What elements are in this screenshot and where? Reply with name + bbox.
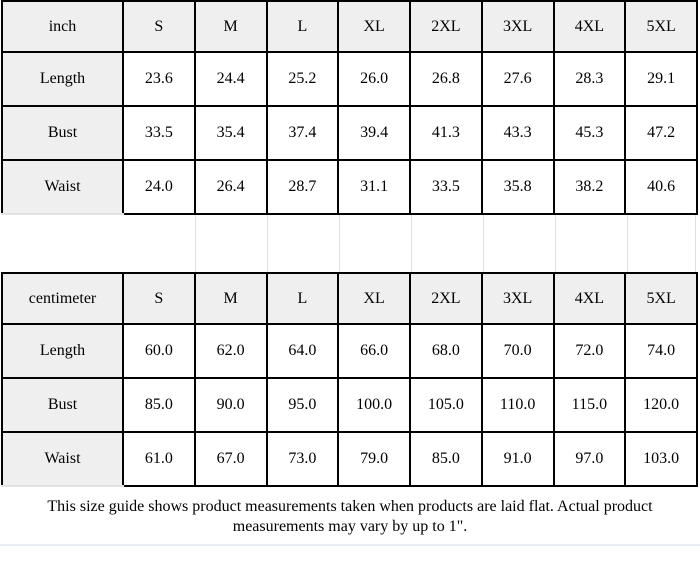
value-cell: 74.0 xyxy=(624,323,698,379)
value-cell: 67.0 xyxy=(193,431,268,487)
value-cell: 35.8 xyxy=(480,159,555,215)
value-cell: 26.8 xyxy=(409,51,483,107)
value-cell: 90.0 xyxy=(193,377,268,433)
value-cell: 105.0 xyxy=(409,377,483,433)
value-cell: 40.6 xyxy=(624,159,698,215)
value-cell: 23.6 xyxy=(122,51,196,107)
value-cell: 25.2 xyxy=(265,51,340,107)
size-header-cell: 5XL xyxy=(624,0,698,53)
column-gridline xyxy=(483,215,484,272)
size-header-cell: 3XL xyxy=(480,272,555,325)
size-header-cell: M xyxy=(193,272,268,325)
value-cell: 60.0 xyxy=(122,323,196,379)
value-cell: 24.0 xyxy=(122,159,196,215)
size-header-row: centimeter S M L XL 2XL 3XL 4XL 5XL xyxy=(1,272,698,325)
column-gridline xyxy=(555,215,556,272)
column-gridline xyxy=(267,215,268,272)
value-cell: 95.0 xyxy=(265,377,340,433)
row-label-cell: Bust xyxy=(1,377,124,433)
size-header-cell: 5XL xyxy=(624,272,698,325)
size-table-centimeter-body: centimeter S M L XL 2XL 3XL 4XL 5XL Length 60.0 62.… xyxy=(1,272,698,487)
size-table-inch-body: inch S M L XL 2XL 3XL 4XL 5XL Length 23.6 24.4 25.2 2… xyxy=(1,0,698,215)
value-cell: 68.0 xyxy=(409,323,483,379)
value-cell: 66.0 xyxy=(337,323,411,379)
value-cell: 28.3 xyxy=(552,51,627,107)
size-guide-page: inch S M L XL 2XL 3XL 4XL 5XL Length 23.6 24.4 25.2 2… xyxy=(0,0,700,546)
size-header-cell: L xyxy=(265,272,340,325)
value-cell: 85.0 xyxy=(409,431,483,487)
value-cell: 103.0 xyxy=(624,431,698,487)
value-cell: 43.3 xyxy=(480,105,555,161)
row-label-cell: Waist xyxy=(1,159,124,215)
column-gridline xyxy=(695,215,696,272)
value-cell: 33.5 xyxy=(122,105,196,161)
size-header-cell: 4XL xyxy=(552,0,627,53)
size-header-cell: 2XL xyxy=(409,272,483,325)
value-cell: 27.6 xyxy=(480,51,555,107)
bottom-gridline xyxy=(0,544,700,546)
value-cell: 31.1 xyxy=(337,159,411,215)
value-cell: 110.0 xyxy=(480,377,555,433)
row-label-cell: Length xyxy=(1,51,124,107)
size-header-cell: 2XL xyxy=(409,0,483,53)
unit-label-cell: centimeter xyxy=(1,272,124,325)
value-cell: 73.0 xyxy=(265,431,340,487)
value-cell: 28.7 xyxy=(265,159,340,215)
value-cell: 29.1 xyxy=(624,51,698,107)
size-header-cell: S xyxy=(122,0,196,53)
measurement-row: Bust 33.5 35.4 37.4 39.4 41.3 43.3 45.3 47.2 xyxy=(1,105,698,161)
measurement-row: Length 23.6 24.4 25.2 26.0 26.8 27.6 28.3 29.1 xyxy=(1,51,698,107)
size-header-cell: XL xyxy=(337,0,411,53)
size-table-inch: inch S M L XL 2XL 3XL 4XL 5XL Length 23.6 24.4 25.2 2… xyxy=(1,0,698,215)
value-cell: 97.0 xyxy=(552,431,627,487)
table-gap-spacer xyxy=(0,215,700,272)
value-cell: 38.2 xyxy=(552,159,627,215)
unit-label-cell: inch xyxy=(1,0,124,53)
value-cell: 24.4 xyxy=(193,51,268,107)
size-header-cell: S xyxy=(122,272,196,325)
value-cell: 26.4 xyxy=(193,159,268,215)
value-cell: 64.0 xyxy=(265,323,340,379)
value-cell: 120.0 xyxy=(624,377,698,433)
value-cell: 85.0 xyxy=(122,377,196,433)
column-gridline xyxy=(411,215,412,272)
size-header-cell: L xyxy=(265,0,340,53)
size-header-cell: 3XL xyxy=(480,0,555,53)
measurement-row: Waist 24.0 26.4 28.7 31.1 33.5 35.8 38.2 40.6 xyxy=(1,159,698,215)
value-cell: 35.4 xyxy=(193,105,268,161)
value-cell: 115.0 xyxy=(552,377,627,433)
value-cell: 39.4 xyxy=(337,105,411,161)
size-header-row: inch S M L XL 2XL 3XL 4XL 5XL xyxy=(1,0,698,53)
row-label-cell: Waist xyxy=(1,431,124,487)
value-cell: 91.0 xyxy=(480,431,555,487)
value-cell: 61.0 xyxy=(122,431,196,487)
value-cell: 45.3 xyxy=(552,105,627,161)
size-header-cell: XL xyxy=(337,272,411,325)
value-cell: 47.2 xyxy=(624,105,698,161)
row-label-cell: Bust xyxy=(1,105,124,161)
value-cell: 37.4 xyxy=(265,105,340,161)
value-cell: 72.0 xyxy=(552,323,627,379)
column-gridline xyxy=(627,215,628,272)
value-cell: 41.3 xyxy=(409,105,483,161)
value-cell: 33.5 xyxy=(409,159,483,215)
size-table-centimeter: centimeter S M L XL 2XL 3XL 4XL 5XL Length 60.0 62.… xyxy=(1,272,698,487)
measurement-row: Bust 85.0 90.0 95.0 100.0 105.0 110.0 115.0 120.… xyxy=(1,377,698,433)
size-header-cell: M xyxy=(193,0,268,53)
row-label-cell: Length xyxy=(1,323,124,379)
value-cell: 100.0 xyxy=(337,377,411,433)
value-cell: 26.0 xyxy=(337,51,411,107)
value-cell: 70.0 xyxy=(480,323,555,379)
measurement-row: Length 60.0 62.0 64.0 66.0 68.0 70.0 72.0 74.0 xyxy=(1,323,698,379)
column-gridline xyxy=(339,215,340,272)
column-gridline xyxy=(195,215,196,272)
value-cell: 79.0 xyxy=(337,431,411,487)
value-cell: 62.0 xyxy=(193,323,268,379)
size-header-cell: 4XL xyxy=(552,272,627,325)
measurement-row: Waist 61.0 67.0 73.0 79.0 85.0 91.0 97.0 103.0 xyxy=(1,431,698,487)
footer-note: This size guide shows product measuremen… xyxy=(47,497,653,535)
